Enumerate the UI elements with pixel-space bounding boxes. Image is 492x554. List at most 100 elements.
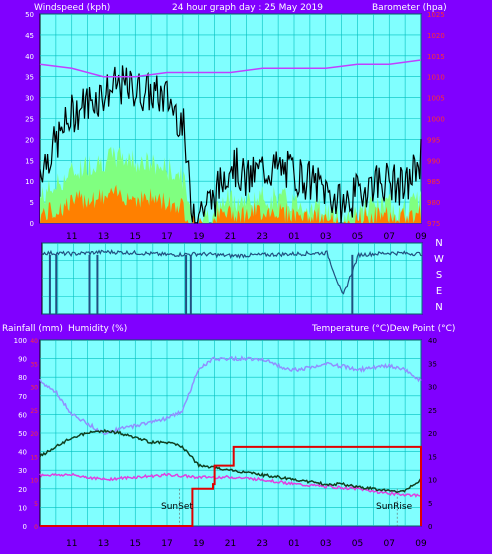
temperature-line	[39, 428, 422, 494]
time-tick: 05	[352, 539, 363, 549]
windspeed-tick: 45	[25, 32, 34, 40]
windspeed-tick: 20	[25, 136, 34, 144]
temperature-tick: 40	[428, 337, 437, 345]
compass-label: S	[436, 270, 442, 281]
windspeed-tick: 25	[25, 116, 34, 124]
barometer-tick: 980	[427, 199, 440, 207]
temperature-title: Temperature (°C)Dew Point (°C)	[311, 324, 455, 334]
graph-title: 24 hour graph day : 25 May 2019	[172, 3, 323, 13]
barometer-tick: 990	[427, 157, 440, 165]
barometer-tick: 1020	[427, 32, 445, 40]
compass-label: W	[434, 254, 444, 265]
rain-temp-series	[39, 355, 422, 527]
humidity-tick: 10	[18, 504, 27, 512]
wind-min-area	[40, 184, 421, 223]
temperature-tick: 20	[428, 430, 437, 438]
humidity-tick: 50	[18, 430, 27, 438]
time-tick: 07	[384, 539, 395, 549]
temperature-tick: 5	[428, 500, 432, 508]
temperature-axis: 0 5 10 15 20 25 30 35 40	[428, 337, 437, 531]
time-tick: 19	[193, 539, 205, 549]
humidity-tick: 90	[18, 356, 27, 364]
barometer-tick: 1015	[427, 53, 445, 61]
time-tick: 03	[320, 539, 331, 549]
time-tick: 17	[161, 232, 172, 242]
temperature-tick: 30	[428, 384, 437, 392]
sunset-label: SunSet	[161, 502, 193, 512]
barometer-tick: 1025	[427, 11, 445, 19]
compass-label: N	[435, 238, 442, 249]
windspeed-tick: 40	[25, 53, 34, 61]
time-tick: 11	[66, 539, 77, 549]
humidity-tick: 60	[18, 411, 27, 419]
rainfall-tick: 10	[30, 478, 38, 485]
windspeed-tick: 15	[25, 157, 34, 165]
time-tick: 13	[98, 232, 109, 242]
humidity-tick: 30	[18, 467, 27, 475]
time-tick: 23	[257, 232, 268, 242]
sunrise-label: SunRise	[376, 502, 413, 512]
barometer-tick: 995	[427, 136, 440, 144]
barometer-axis: 975 980 985 990 995 1000 1005 1010 1015 1020 1025	[427, 11, 445, 228]
barometer-tick: 985	[427, 178, 440, 186]
time-tick: 01	[288, 539, 299, 549]
gust-line	[39, 65, 422, 224]
humidity-axis: 0 10 20 30 40 50 60 70 80 90 100	[14, 337, 27, 531]
rainfall-tick: 35	[30, 361, 38, 368]
temperature-tick: 15	[428, 453, 437, 461]
humidity-tick: 80	[18, 374, 27, 382]
time-tick: 07	[384, 232, 395, 242]
humidity-tick: 20	[18, 486, 27, 494]
windspeed-axis: 0 5 10 15 20 25 30 35 40 45 50	[25, 11, 34, 228]
windspeed-tick: 0	[30, 220, 34, 228]
time-tick: 15	[130, 232, 141, 242]
rainfall-tick: 0	[34, 524, 38, 531]
humidity-tick: 70	[18, 393, 27, 401]
rainfall-tick: 20	[30, 431, 38, 438]
windspeed-tick: 50	[25, 11, 34, 19]
temperature-tick: 35	[428, 360, 437, 368]
compass-label: E	[436, 286, 442, 297]
wind-direction-series	[41, 249, 423, 314]
time-tick: 11	[66, 232, 77, 242]
rainfall-title: Rainfall (mm)	[2, 324, 63, 334]
rainfall-axis: 0 5 10 15 20 25 30 35 40	[30, 338, 38, 531]
compass-label: N	[435, 302, 442, 313]
windspeed-tick: 5	[30, 199, 34, 207]
temperature-tick: 0	[428, 523, 432, 531]
windspeed-tick: 10	[25, 178, 34, 186]
rainfall-tick: 30	[30, 385, 38, 392]
time-tick: 17	[161, 539, 172, 549]
dewpoint-line	[39, 472, 422, 498]
humidity-tick: 40	[18, 449, 27, 457]
humidity-tick: 100	[14, 337, 27, 345]
time-tick: 01	[288, 232, 299, 242]
windspeed-title: Windspeed (kph)	[34, 3, 110, 13]
time-tick: 09	[415, 232, 427, 242]
humidity-title: Humidity (%)	[68, 324, 127, 334]
time-tick: 15	[130, 539, 141, 549]
time-tick: 21	[225, 232, 236, 242]
rainfall-tick: 5	[34, 501, 38, 508]
barometer-title: Barometer (hpa)	[372, 3, 447, 13]
time-tick: 05	[352, 232, 363, 242]
rainfall-tick: 25	[30, 408, 38, 415]
rainfall-tick: 15	[30, 454, 38, 461]
time-tick: 19	[193, 232, 205, 242]
barometer-tick: 1005	[427, 95, 445, 103]
barometer-tick: 1000	[427, 116, 445, 124]
rainfall-line	[40, 445, 422, 527]
barometer-tick: 975	[427, 220, 440, 228]
top-time-axis: 11 13 15 17 19 21 23 01 03 05 07 09	[66, 232, 427, 242]
temperature-tick: 10	[428, 477, 437, 485]
humidity-line	[39, 355, 422, 436]
rainfall-tick: 40	[30, 338, 38, 345]
time-tick: 13	[98, 539, 109, 549]
barometer-tick: 1010	[427, 74, 445, 82]
barometer-line	[39, 59, 422, 78]
temperature-tick: 25	[428, 407, 437, 415]
bottom-time-axis: 11 13 15 17 19 21 23 01 03 05 07 09	[66, 539, 427, 549]
humidity-tick: 0	[23, 523, 27, 531]
